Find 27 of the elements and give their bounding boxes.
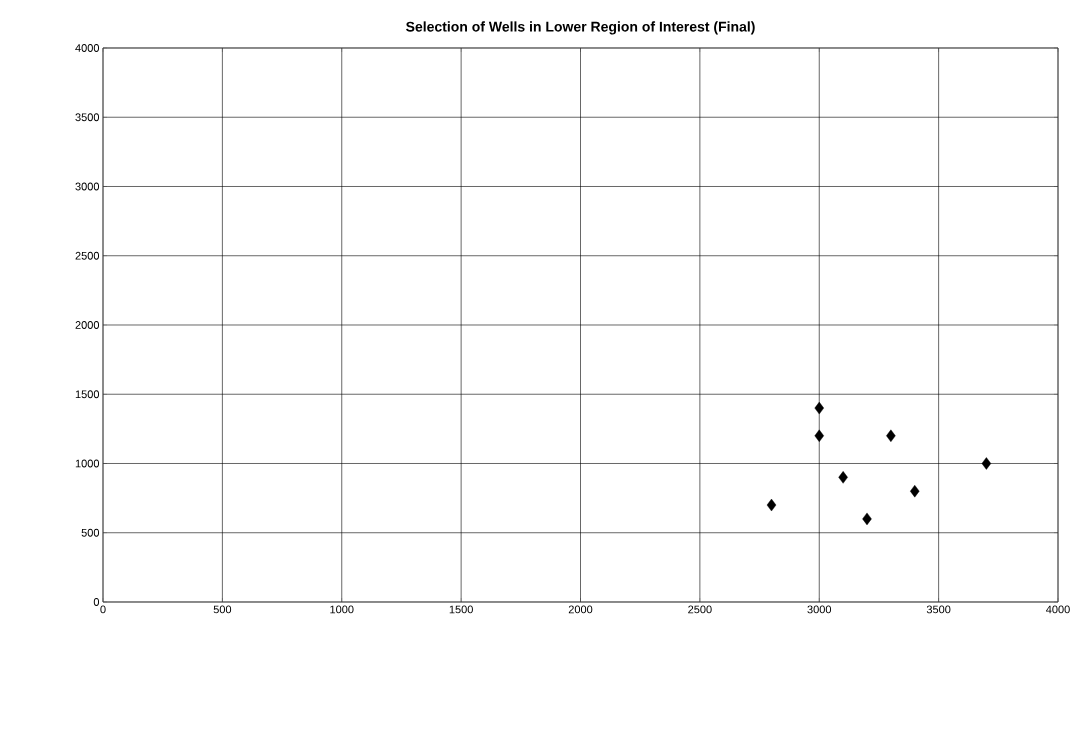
x-tick-label: 1500	[449, 605, 473, 614]
chart-title: Selection of Wells in Lower Region of Interest (Final)	[406, 21, 755, 35]
y-tick-label: 1000	[75, 459, 100, 468]
x-tick-label: 2000	[568, 605, 593, 614]
y-tick-label: 3000	[75, 182, 100, 191]
y-tick-label: 1500	[75, 390, 100, 399]
x-tick-label: 1000	[330, 605, 354, 614]
point	[981, 457, 992, 470]
x-tick-label: 4000	[1046, 605, 1070, 614]
point	[838, 471, 848, 484]
y-tick-label: 2500	[75, 251, 100, 260]
point	[766, 498, 777, 512]
point	[862, 512, 872, 526]
point	[886, 429, 896, 442]
x-tick-label: 3500	[926, 605, 951, 614]
y-tick-label: 500	[81, 528, 100, 537]
x-tick-label: 0	[100, 605, 106, 614]
x-tick-label: 2500	[688, 605, 712, 614]
point	[814, 401, 824, 415]
x-tick-label: 500	[213, 605, 232, 614]
y-tick-label: 4000	[75, 44, 100, 52]
y-tick-label: 3500	[75, 113, 100, 122]
point	[814, 429, 824, 442]
x-tick-label: 3000	[807, 605, 832, 614]
point	[910, 484, 920, 498]
y-tick-label: 2000	[75, 321, 100, 329]
y-tick-label: 0	[93, 598, 100, 606]
